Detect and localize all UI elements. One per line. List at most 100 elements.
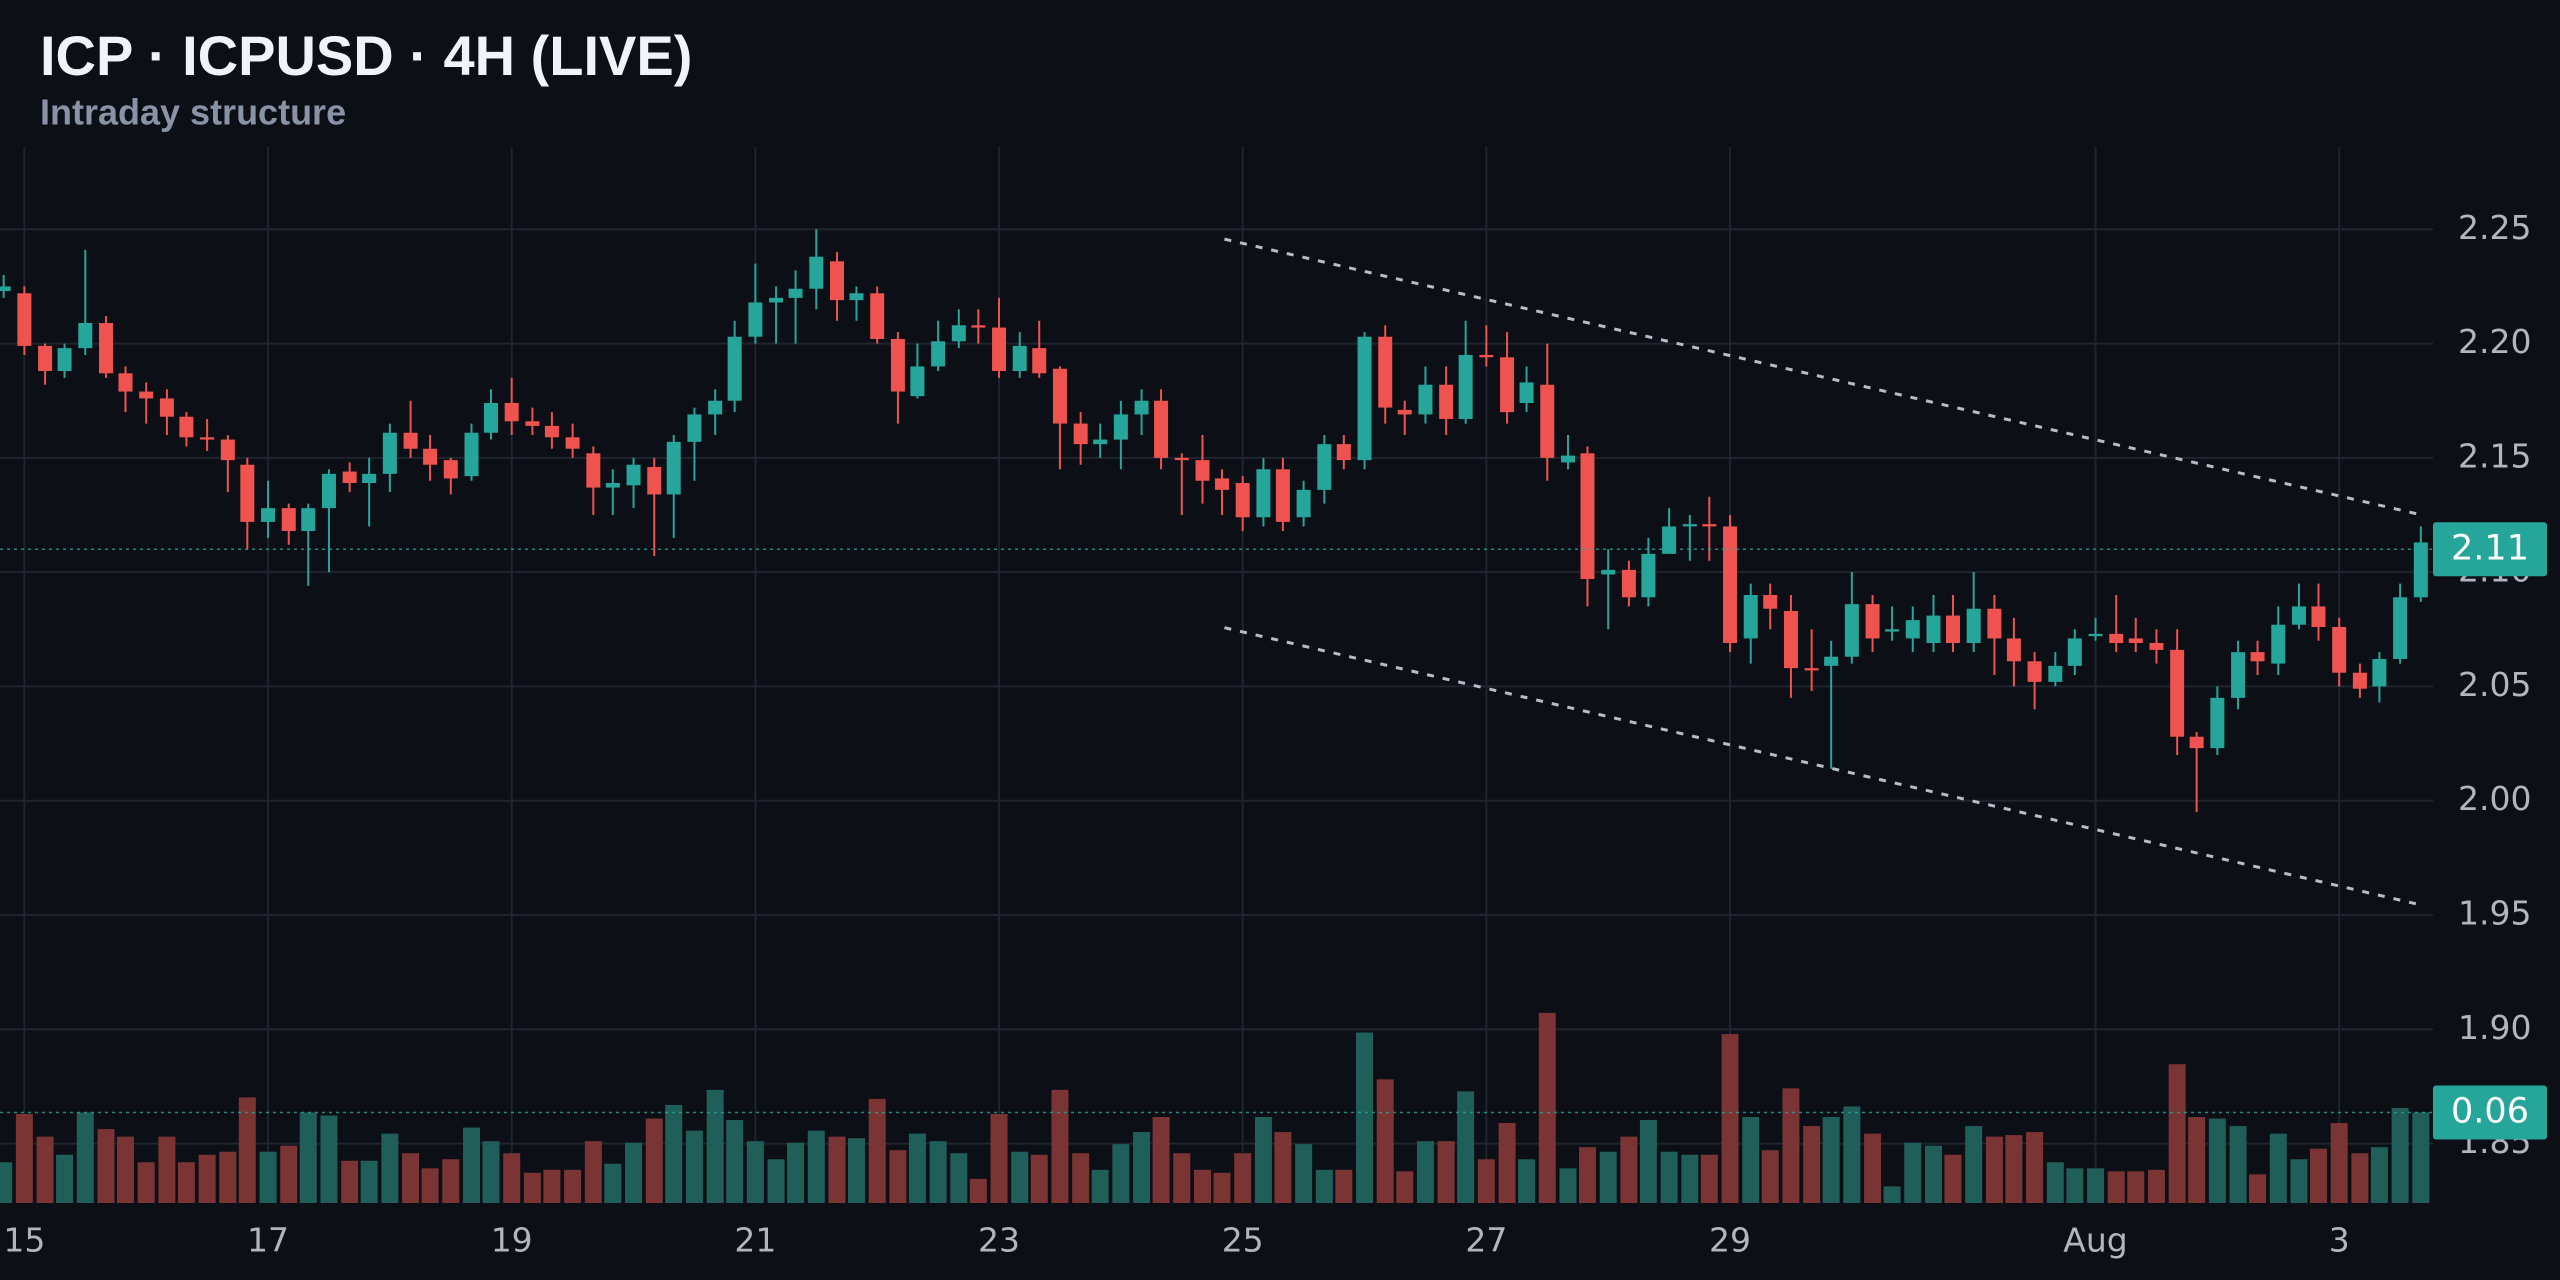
candle-body: [1885, 629, 1900, 632]
volume-bar: [543, 1169, 561, 1203]
volume-bar: [2229, 1126, 2247, 1203]
candle-body: [362, 473, 377, 483]
candle-body: [1418, 384, 1433, 415]
candle-body: [1580, 453, 1595, 579]
volume-bar: [1883, 1186, 1901, 1203]
volume-bar: [1761, 1150, 1779, 1203]
volume-bar: [1152, 1117, 1170, 1203]
volume-bar: [1457, 1091, 1475, 1203]
volume-bar: [1051, 1089, 1069, 1203]
candle-body: [1397, 409, 1412, 415]
volume-bar: [645, 1118, 663, 1203]
candle-body: [1174, 457, 1189, 461]
candle-body: [118, 373, 133, 392]
volume-bar: [2309, 1148, 2327, 1203]
candle-body: [809, 256, 824, 289]
candle-body: [504, 403, 519, 422]
volume-bar: [828, 1136, 846, 1203]
chart-title: ICP · ICPUSD · 4H (LIVE): [40, 24, 692, 87]
candle-body: [2311, 606, 2326, 627]
x-tick-label: 17: [247, 1221, 289, 1260]
volume-bar: [2412, 1112, 2430, 1203]
candle-body: [1032, 348, 1047, 374]
candle-body: [1763, 595, 1778, 609]
volume-bar: [889, 1150, 907, 1203]
volume-bar: [462, 1127, 480, 1203]
candle-body: [1702, 524, 1717, 527]
candle-body: [1560, 455, 1575, 463]
candle-body: [1783, 611, 1798, 669]
volume-bar: [1274, 1132, 1292, 1203]
candle-body: [1844, 604, 1859, 657]
y-tick-label: 2.25: [2458, 208, 2531, 247]
volume-bar: [929, 1141, 947, 1203]
volume-bar: [767, 1159, 785, 1203]
x-tick-label: 29: [1709, 1221, 1751, 1260]
volume-bar: [1822, 1117, 1840, 1203]
y-tick-label: 2.05: [2458, 665, 2531, 704]
candle-body: [788, 288, 803, 298]
volume-bar: [360, 1160, 378, 1203]
candle-body: [1275, 469, 1290, 522]
volume-bar: [1356, 1032, 1374, 1203]
volume-bar: [280, 1145, 298, 1203]
candle-body: [1012, 345, 1027, 371]
volume-bar: [1254, 1117, 1272, 1203]
volume-bar: [381, 1133, 399, 1203]
volume-bar: [137, 1162, 155, 1203]
candle-body: [1093, 439, 1108, 445]
candle-body: [301, 508, 316, 531]
candle-body: [1865, 604, 1880, 639]
candle-body: [1214, 478, 1229, 490]
volume-bar: [2087, 1168, 2105, 1203]
volume-bar: [2168, 1064, 2186, 1203]
volume-bar: [320, 1115, 338, 1203]
volume-bar: [1234, 1153, 1252, 1203]
volume-bar: [706, 1089, 724, 1203]
volume-bar: [1295, 1144, 1313, 1203]
volume-bar: [1599, 1151, 1617, 1203]
candle-body: [1052, 368, 1067, 424]
volume-bar: [665, 1104, 683, 1203]
candle-body: [1945, 615, 1960, 643]
grid: [0, 147, 2433, 1203]
candle-body: [98, 323, 113, 374]
volume-bar: [950, 1153, 968, 1203]
volume-bar: [1437, 1141, 1455, 1203]
candle-body: [1073, 423, 1088, 445]
volume-bar: [847, 1138, 865, 1203]
overlay-layer: 1.851.901.952.002.052.102.152.202.251517…: [0, 208, 2547, 1260]
candle-body: [159, 398, 174, 417]
volume-bar: [2370, 1147, 2388, 1203]
candle-body: [2352, 672, 2367, 689]
volume-bar: [1985, 1136, 2003, 1203]
candle-body: [1905, 620, 1920, 639]
candle-body: [483, 403, 498, 433]
y-tick-label: 2.00: [2458, 779, 2531, 818]
candle-body: [525, 421, 540, 426]
volume-bar: [726, 1120, 744, 1203]
volume-bar: [158, 1136, 176, 1203]
volume-bar: [503, 1153, 521, 1203]
volume-bar: [1416, 1141, 1434, 1203]
y-tick-label: 1.90: [2458, 1008, 2531, 1047]
candle-body: [1439, 384, 1454, 419]
candle-body: [1195, 460, 1210, 481]
candle-body: [565, 437, 580, 449]
candle-body: [1519, 382, 1534, 403]
candle-body: [748, 302, 763, 337]
candle-body: [2250, 652, 2265, 662]
volume-bar: [2330, 1123, 2348, 1203]
candle-layer: [0, 229, 2428, 813]
candle-body: [382, 432, 397, 474]
candle-body: [2088, 633, 2103, 637]
volume-bar: [56, 1154, 74, 1203]
volume-bar: [1133, 1132, 1151, 1203]
volume-bar: [76, 1112, 94, 1203]
candle-body: [2271, 624, 2286, 664]
volume-bar: [2066, 1168, 2084, 1203]
volume-bar: [564, 1169, 582, 1203]
chart-subtitle: Intraday structure: [40, 92, 346, 133]
volume-bar: [1904, 1142, 1922, 1203]
candle-body: [2048, 665, 2063, 682]
